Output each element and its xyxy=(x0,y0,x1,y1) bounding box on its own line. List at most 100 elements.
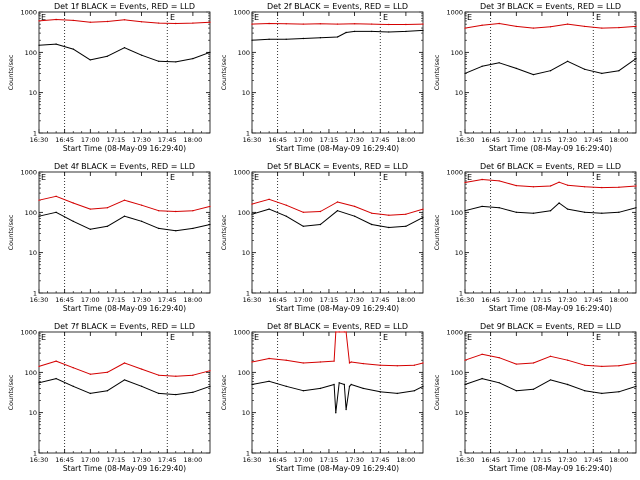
y-tick-label: 10 xyxy=(29,89,37,97)
lld-data-point xyxy=(89,208,92,210)
lld-data-point xyxy=(335,331,337,333)
y-tick-label: 10 xyxy=(29,409,37,417)
chart-title: Det 9f BLACK = Events, RED = LLD xyxy=(480,322,621,331)
events-data-point xyxy=(413,390,416,392)
y-axis-label: Counts/sec xyxy=(433,374,441,410)
detector-chart-1: Det 1f BLACK = Events, RED = LLD 1 10 100 10… xyxy=(7,2,211,153)
events-data-point xyxy=(379,391,381,393)
y-tick-label: 10 xyxy=(242,89,250,97)
lld-data-point xyxy=(89,21,92,23)
x-tick-label: 17:45 xyxy=(371,456,390,464)
lld-data-point xyxy=(549,355,552,357)
chart-title: Det 7f BLACK = Events, RED = LLD xyxy=(54,322,195,331)
events-data-point xyxy=(601,72,603,75)
events-data-point xyxy=(209,51,211,53)
x-axis-label: Start Time (08-May-09 16:29:40) xyxy=(63,144,186,153)
events-data-point xyxy=(464,72,466,75)
lld-data-point xyxy=(353,205,356,208)
lld-data-point xyxy=(140,204,143,206)
y-tick-label: 1000 xyxy=(446,169,463,177)
lld-data-point xyxy=(464,181,466,184)
events-data-point xyxy=(618,211,620,213)
x-tick-label: 18:00 xyxy=(610,296,629,304)
lld-data-point xyxy=(55,360,57,362)
lld-data-point xyxy=(123,19,126,21)
lld-data-point xyxy=(635,362,637,364)
events-data-point xyxy=(302,37,304,40)
x-axis-label: Start Time (08-May-09 16:29:40) xyxy=(63,464,186,473)
y-tick-label: 10 xyxy=(455,249,463,257)
lld-data-point xyxy=(584,186,586,188)
lld-data-point xyxy=(635,25,637,28)
lld-data-point xyxy=(532,27,535,29)
x-tick-label: 17:15 xyxy=(533,136,552,144)
events-data-point xyxy=(123,47,126,49)
lld-data-point xyxy=(319,361,322,363)
y-tick-label: 10 xyxy=(242,409,250,417)
x-tick-label: 16:30 xyxy=(243,136,262,144)
x-axis-label: Start Time (08-May-09 16:29:40) xyxy=(276,304,399,313)
events-data-point xyxy=(405,30,407,33)
x-tick-label: 16:45 xyxy=(481,296,500,304)
x-tick-label: 17:30 xyxy=(132,456,151,464)
events-data-point xyxy=(371,223,373,226)
x-tick-label: 17:00 xyxy=(507,456,526,464)
lld-data-point xyxy=(319,23,322,25)
events-data-point xyxy=(89,392,92,395)
events-data-point xyxy=(123,215,126,217)
lld-data-point xyxy=(348,362,351,364)
x-tick-label: 18:00 xyxy=(610,136,629,144)
lld-data-point xyxy=(618,186,620,188)
chart-title: Det 4f BLACK = Events, RED = LLD xyxy=(54,162,195,171)
lld-data-point xyxy=(584,364,586,366)
lld-data-point xyxy=(89,373,92,375)
events-data-point xyxy=(123,379,126,381)
lld-data-point xyxy=(106,20,109,23)
lld-data-point xyxy=(388,23,390,26)
events-data-point xyxy=(72,48,74,50)
lld-data-point xyxy=(422,362,424,364)
y-axis-label: Counts/sec xyxy=(220,54,228,90)
lld-data-point xyxy=(123,362,126,364)
events-data-point xyxy=(422,216,424,219)
lld-data-point xyxy=(175,210,177,213)
y-tick-label: 1 xyxy=(33,130,37,138)
events-data-point xyxy=(89,59,92,61)
y-tick-label: 100 xyxy=(451,369,463,377)
events-data-point xyxy=(251,39,253,41)
events-data-point xyxy=(566,60,569,62)
events-data-point xyxy=(635,207,637,209)
x-tick-label: 17:30 xyxy=(558,456,577,464)
y-tick-label: 100 xyxy=(25,369,37,377)
x-tick-label: 17:00 xyxy=(507,136,526,144)
events-data-point xyxy=(635,385,637,387)
corner-e-mark: E xyxy=(41,173,46,182)
events-data-point xyxy=(388,31,390,33)
events-data-point xyxy=(388,226,390,229)
x-axis-label: Start Time (08-May-09 16:29:40) xyxy=(276,464,399,473)
lld-data-point xyxy=(498,357,500,359)
events-data-point xyxy=(618,391,620,393)
detector-chart-6: Det 6f BLACK = Events, RED = LLD 1 10 100 10… xyxy=(433,162,637,313)
events-data-point xyxy=(515,211,517,213)
events-data-point xyxy=(55,211,57,213)
events-data-point xyxy=(405,225,407,227)
lld-data-point xyxy=(268,198,270,200)
y-tick-label: 1 xyxy=(33,450,37,458)
x-tick-label: 17:45 xyxy=(158,456,177,464)
events-data-point xyxy=(338,382,340,384)
lld-data-point xyxy=(481,24,483,26)
events-data-point xyxy=(192,227,194,230)
lld-data-point xyxy=(481,178,483,181)
events-data-point xyxy=(566,383,569,386)
x-tick-label: 16:30 xyxy=(243,296,262,304)
x-tick-label: 17:45 xyxy=(584,136,603,144)
lld-data-point xyxy=(158,374,160,376)
events-data-point xyxy=(268,380,270,382)
lld-data-point xyxy=(38,20,40,22)
corner-e-mark: E xyxy=(254,13,259,22)
x-tick-label: 16:45 xyxy=(55,136,74,144)
lld-data-point xyxy=(498,22,500,25)
lld-data-point xyxy=(72,367,74,369)
x-tick-label: 17:45 xyxy=(371,296,390,304)
